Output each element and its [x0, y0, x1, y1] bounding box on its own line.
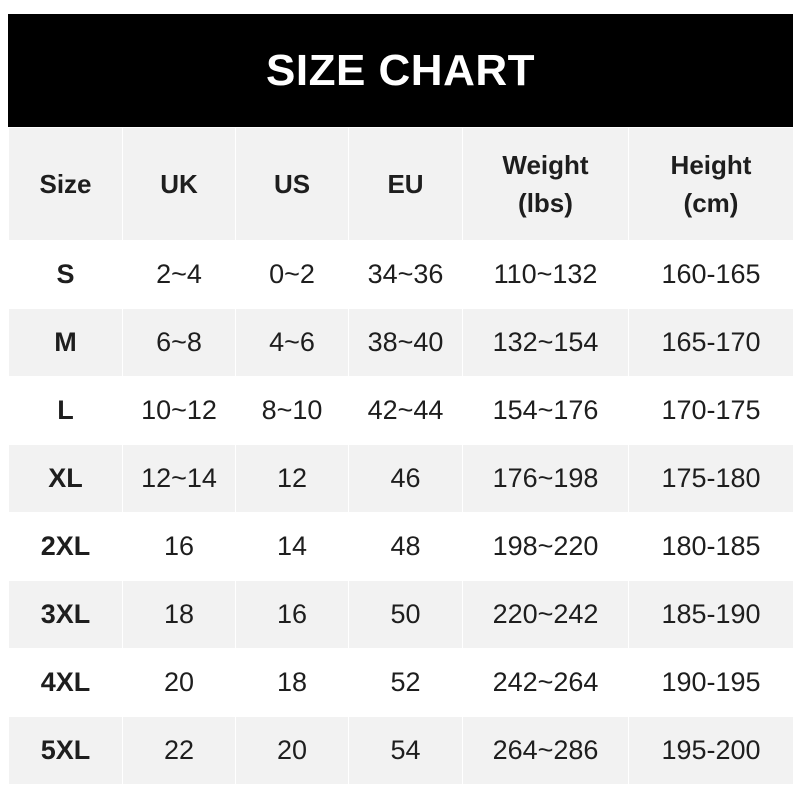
cell-weight: 154~176: [462, 376, 629, 445]
cell-height: 185-190: [628, 580, 794, 649]
header-uk: UK: [122, 127, 236, 241]
header-us: US: [235, 127, 349, 241]
cell-size: S: [8, 240, 123, 309]
cell-size: 4XL: [8, 648, 123, 717]
header-row: Size UK US EU Weight (lbs) Height (cm): [8, 127, 794, 241]
cell-us: 20: [235, 716, 349, 785]
size-chart-title: SIZE CHART: [8, 14, 793, 127]
cell-size: M: [8, 308, 123, 377]
cell-height: 175-180: [628, 444, 794, 513]
table-row: 4XL 20 18 52 242~264 190-195: [8, 648, 794, 717]
cell-height: 190-195: [628, 648, 794, 717]
cell-us: 16: [235, 580, 349, 649]
cell-uk: 18: [122, 580, 236, 649]
cell-size: L: [8, 376, 123, 445]
table-row: S 2~4 0~2 34~36 110~132 160-165: [8, 240, 794, 309]
cell-eu: 46: [348, 444, 463, 513]
cell-height: 170-175: [628, 376, 794, 445]
cell-us: 18: [235, 648, 349, 717]
cell-weight: 242~264: [462, 648, 629, 717]
cell-size: XL: [8, 444, 123, 513]
cell-uk: 12~14: [122, 444, 236, 513]
size-table: Size UK US EU Weight (lbs) Height (cm) S…: [8, 127, 794, 785]
header-eu: EU: [348, 127, 463, 241]
table-row: 5XL 22 20 54 264~286 195-200: [8, 716, 794, 785]
header-weight: Weight (lbs): [462, 127, 629, 241]
cell-height: 165-170: [628, 308, 794, 377]
cell-weight: 132~154: [462, 308, 629, 377]
cell-weight: 264~286: [462, 716, 629, 785]
cell-weight: 198~220: [462, 512, 629, 581]
cell-us: 0~2: [235, 240, 349, 309]
cell-uk: 10~12: [122, 376, 236, 445]
header-size: Size: [8, 127, 123, 241]
cell-eu: 34~36: [348, 240, 463, 309]
table-row: 3XL 18 16 50 220~242 185-190: [8, 580, 794, 649]
cell-eu: 48: [348, 512, 463, 581]
cell-uk: 20: [122, 648, 236, 717]
cell-uk: 2~4: [122, 240, 236, 309]
cell-size: 3XL: [8, 580, 123, 649]
cell-height: 180-185: [628, 512, 794, 581]
cell-uk: 22: [122, 716, 236, 785]
cell-height: 160-165: [628, 240, 794, 309]
cell-weight: 220~242: [462, 580, 629, 649]
cell-eu: 52: [348, 648, 463, 717]
cell-weight: 110~132: [462, 240, 629, 309]
cell-us: 4~6: [235, 308, 349, 377]
cell-us: 8~10: [235, 376, 349, 445]
cell-size: 5XL: [8, 716, 123, 785]
table-row: XL 12~14 12 46 176~198 175-180: [8, 444, 794, 513]
table-row: 2XL 16 14 48 198~220 180-185: [8, 512, 794, 581]
cell-eu: 38~40: [348, 308, 463, 377]
table-row: L 10~12 8~10 42~44 154~176 170-175: [8, 376, 794, 445]
table-row: M 6~8 4~6 38~40 132~154 165-170: [8, 308, 794, 377]
cell-height: 195-200: [628, 716, 794, 785]
cell-eu: 42~44: [348, 376, 463, 445]
cell-uk: 6~8: [122, 308, 236, 377]
cell-weight: 176~198: [462, 444, 629, 513]
cell-us: 12: [235, 444, 349, 513]
cell-eu: 50: [348, 580, 463, 649]
cell-size: 2XL: [8, 512, 123, 581]
cell-us: 14: [235, 512, 349, 581]
header-height: Height (cm): [628, 127, 794, 241]
cell-uk: 16: [122, 512, 236, 581]
cell-eu: 54: [348, 716, 463, 785]
